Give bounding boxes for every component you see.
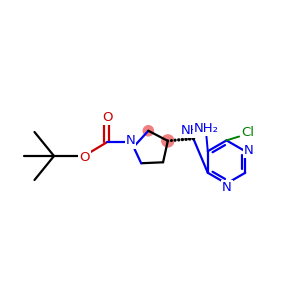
Circle shape bbox=[143, 126, 154, 136]
Circle shape bbox=[178, 139, 180, 141]
Circle shape bbox=[171, 140, 172, 141]
Text: O: O bbox=[80, 151, 90, 164]
Text: N: N bbox=[222, 181, 232, 194]
Text: O: O bbox=[102, 111, 112, 124]
Text: N: N bbox=[126, 134, 135, 148]
Text: N: N bbox=[244, 144, 254, 157]
Circle shape bbox=[167, 140, 169, 142]
Circle shape bbox=[188, 138, 191, 140]
Text: Cl: Cl bbox=[242, 126, 255, 139]
Text: NH: NH bbox=[181, 124, 201, 136]
Circle shape bbox=[162, 135, 174, 147]
Circle shape bbox=[192, 137, 194, 140]
Circle shape bbox=[174, 139, 176, 141]
Circle shape bbox=[185, 138, 187, 140]
Text: NH₂: NH₂ bbox=[194, 122, 219, 135]
Circle shape bbox=[182, 139, 183, 140]
